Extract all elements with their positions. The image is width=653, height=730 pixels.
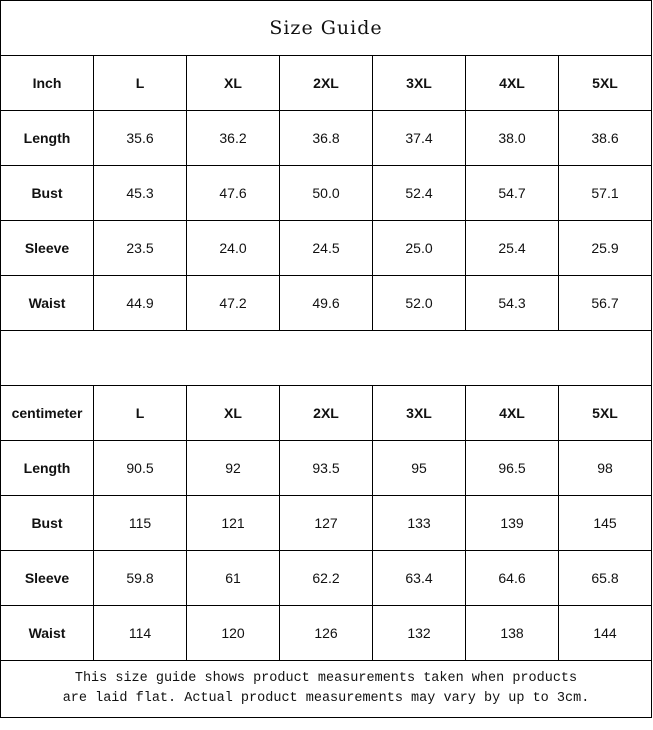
measurement-label: Bust (0, 165, 94, 221)
measurement-value: 144 (558, 605, 652, 661)
measurement-value: 23.5 (93, 220, 187, 276)
measurement-value: 64.6 (465, 550, 559, 606)
header-row: centimeter L XL 2XL 3XL 4XL 5XL (0, 385, 652, 441)
measurement-label: Length (0, 440, 94, 496)
note-line-2: are laid flat. Actual product measuremen… (62, 691, 590, 706)
table-row: Sleeve 59.8 61 62.2 63.4 64.6 65.8 (0, 550, 652, 606)
page-title: Size Guide (0, 0, 652, 56)
measurement-value: 63.4 (372, 550, 466, 606)
measurement-label: Waist (0, 605, 94, 661)
measurement-value: 25.0 (372, 220, 466, 276)
measurement-value: 120 (186, 605, 280, 661)
measurement-value: 54.7 (465, 165, 559, 221)
measurement-value: 37.4 (372, 110, 466, 166)
size-header: L (93, 55, 187, 111)
measurement-label: Sleeve (0, 220, 94, 276)
measurement-value: 44.9 (93, 275, 187, 331)
measurement-value: 93.5 (279, 440, 373, 496)
measurement-value: 56.7 (558, 275, 652, 331)
measurement-value: 24.5 (279, 220, 373, 276)
table-row: Bust 45.3 47.6 50.0 52.4 54.7 57.1 (0, 165, 652, 221)
size-header: L (93, 385, 187, 441)
measurement-value: 54.3 (465, 275, 559, 331)
measurement-value: 62.2 (279, 550, 373, 606)
measurement-value: 38.6 (558, 110, 652, 166)
size-header: 5XL (558, 385, 652, 441)
size-header: 3XL (372, 55, 466, 111)
measurement-value: 25.4 (465, 220, 559, 276)
size-header: 2XL (279, 55, 373, 111)
spacer-row (0, 330, 652, 386)
measurement-value: 57.1 (558, 165, 652, 221)
measurement-value: 90.5 (93, 440, 187, 496)
size-header: 2XL (279, 385, 373, 441)
measurement-value: 49.6 (279, 275, 373, 331)
measurement-value: 36.2 (186, 110, 280, 166)
measurement-value: 114 (93, 605, 187, 661)
note-line-1: This size guide shows product measuremen… (74, 671, 578, 686)
measurement-value: 65.8 (558, 550, 652, 606)
unit-label: Inch (0, 55, 94, 111)
measurement-value: 139 (465, 495, 559, 551)
measurement-value: 61 (186, 550, 280, 606)
measurement-value: 92 (186, 440, 280, 496)
size-header: 4XL (465, 385, 559, 441)
measurement-value: 121 (186, 495, 280, 551)
measurement-value: 24.0 (186, 220, 280, 276)
size-header: 3XL (372, 385, 466, 441)
note-row: This size guide shows product measuremen… (0, 660, 652, 718)
measurement-label: Sleeve (0, 550, 94, 606)
measurement-value: 38.0 (465, 110, 559, 166)
measurement-value: 115 (93, 495, 187, 551)
measurement-value: 45.3 (93, 165, 187, 221)
table-row: Length 35.6 36.2 36.8 37.4 38.0 38.6 (0, 110, 652, 166)
unit-label: centimeter (0, 385, 94, 441)
measurement-label: Length (0, 110, 94, 166)
size-header: XL (186, 55, 280, 111)
size-header: 5XL (558, 55, 652, 111)
measurement-label: Bust (0, 495, 94, 551)
measurement-value: 52.4 (372, 165, 466, 221)
measurement-value: 133 (372, 495, 466, 551)
measurement-value: 47.6 (186, 165, 280, 221)
size-header: 4XL (465, 55, 559, 111)
measurement-value: 50.0 (279, 165, 373, 221)
measurement-value: 145 (558, 495, 652, 551)
size-header: XL (186, 385, 280, 441)
header-row: Inch L XL 2XL 3XL 4XL 5XL (0, 55, 652, 111)
note-cell: This size guide shows product measuremen… (0, 660, 652, 718)
measurement-value: 95 (372, 440, 466, 496)
measurement-value: 126 (279, 605, 373, 661)
table-row: Waist 44.9 47.2 49.6 52.0 54.3 56.7 (0, 275, 652, 331)
measurement-value: 98 (558, 440, 652, 496)
measurement-value: 96.5 (465, 440, 559, 496)
title-row: Size Guide (0, 0, 652, 56)
measurement-value: 25.9 (558, 220, 652, 276)
measurement-value: 36.8 (279, 110, 373, 166)
measurement-value: 132 (372, 605, 466, 661)
table-row: Length 90.5 92 93.5 95 96.5 98 (0, 440, 652, 496)
measurement-value: 59.8 (93, 550, 187, 606)
table-row: Sleeve 23.5 24.0 24.5 25.0 25.4 25.9 (0, 220, 652, 276)
table-row: Waist 114 120 126 132 138 144 (0, 605, 652, 661)
spacer-cell (0, 330, 652, 386)
measurement-value: 127 (279, 495, 373, 551)
measurement-value: 52.0 (372, 275, 466, 331)
table-row: Bust 115 121 127 133 139 145 (0, 495, 652, 551)
measurement-value: 35.6 (93, 110, 187, 166)
measurement-label: Waist (0, 275, 94, 331)
measurement-value: 47.2 (186, 275, 280, 331)
measurement-value: 138 (465, 605, 559, 661)
